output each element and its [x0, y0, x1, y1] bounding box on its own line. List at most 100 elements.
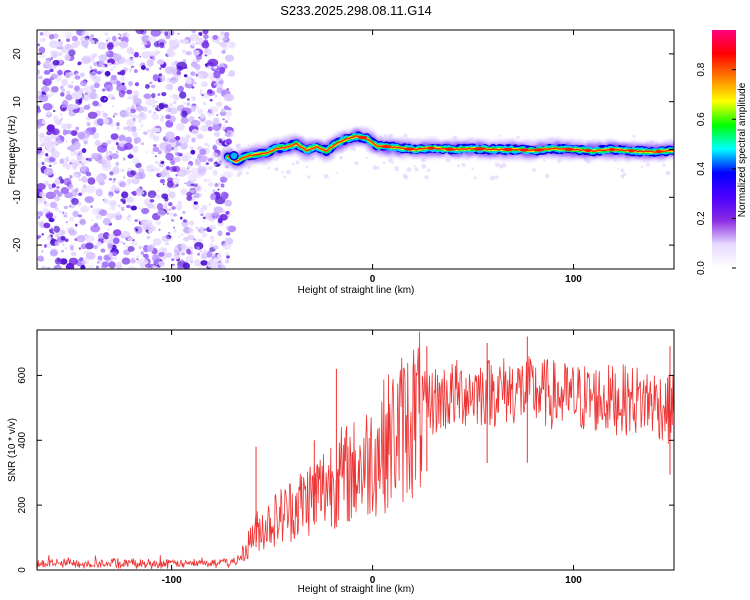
noise-blob — [168, 39, 176, 47]
noise-blob — [159, 42, 165, 46]
ridge-hotspot — [404, 147, 414, 151]
noise-blob — [53, 189, 60, 195]
ridge-hotspot — [564, 147, 574, 151]
noise-blob — [39, 53, 46, 59]
noise-blob — [123, 142, 134, 150]
noise-blob — [41, 233, 44, 236]
noise-blob — [177, 235, 181, 238]
noise-blob — [161, 235, 170, 242]
noise-dot — [632, 134, 636, 138]
noise-blob — [226, 95, 233, 101]
noise-blob — [208, 224, 217, 230]
noise-blob — [191, 128, 199, 135]
noise-blob — [102, 88, 106, 92]
noise-blob — [197, 252, 201, 256]
noise-dot — [622, 172, 627, 177]
ridge-hotspot — [358, 135, 368, 140]
noise-blob — [60, 229, 66, 235]
noise-blob — [203, 178, 208, 182]
noise-blob — [175, 182, 178, 185]
noise-blob — [155, 172, 158, 175]
noise-blob — [176, 61, 188, 70]
noise-dot — [545, 174, 550, 179]
noise-blob — [151, 113, 160, 120]
noise-blob — [197, 238, 204, 243]
noise-dot — [236, 143, 241, 148]
noise-blob — [129, 94, 136, 101]
x-tick-label: 100 — [565, 575, 582, 586]
noise-blob — [211, 239, 215, 243]
noise-blob — [137, 113, 147, 121]
noise-blob — [95, 188, 103, 197]
noise-blob — [59, 112, 63, 116]
noise-blob — [67, 127, 70, 130]
noise-blob — [120, 76, 125, 82]
noise-blob — [210, 212, 220, 220]
noise-dot — [236, 173, 241, 178]
noise-blob — [60, 85, 64, 90]
noise-blob — [103, 239, 108, 243]
noise-blob — [199, 249, 203, 253]
noise-dot — [291, 162, 295, 166]
noise-blob — [132, 130, 138, 138]
noise-blob — [41, 86, 50, 93]
noise-blob — [203, 34, 209, 40]
noise-blob — [43, 141, 52, 149]
noise-blob — [218, 66, 226, 74]
noise-blob — [37, 75, 44, 80]
noise-blob — [180, 259, 184, 262]
y-tick-label: 20 — [12, 48, 23, 60]
noise-blob — [201, 81, 208, 87]
noise-blob — [130, 51, 135, 56]
noise-dot — [494, 162, 500, 168]
noise-blob — [191, 30, 196, 34]
noise-blob — [41, 161, 45, 166]
noise-blob — [228, 107, 232, 111]
noise-blob — [52, 109, 56, 112]
noise-dot — [295, 160, 300, 165]
noise-blob — [181, 252, 185, 256]
noise-blob — [212, 70, 221, 79]
spectrogram-plot-area — [37, 30, 674, 269]
noise-blob — [199, 112, 205, 120]
colorbar-tick-label: 0.0 — [696, 261, 707, 275]
ridge-hotspot — [519, 148, 529, 152]
noise-blob — [180, 233, 184, 236]
noise-blob — [198, 226, 205, 234]
noise-blob — [98, 159, 102, 164]
noise-blob — [75, 98, 83, 106]
noise-blob — [85, 171, 92, 177]
noise-blob — [86, 121, 91, 127]
noise-blob — [202, 30, 209, 35]
noise-blob — [195, 133, 205, 140]
noise-blob — [109, 207, 112, 210]
noise-blob — [162, 183, 165, 186]
snr-plot-area — [37, 331, 674, 570]
noise-blob — [60, 258, 68, 265]
noise-blob — [115, 150, 119, 154]
noise-blob — [131, 223, 134, 226]
noise-blob — [189, 259, 194, 264]
noise-blob — [80, 264, 86, 269]
noise-blob — [134, 82, 140, 87]
noise-blob — [61, 78, 68, 86]
noise-blob — [111, 213, 117, 219]
noise-dot — [353, 148, 356, 151]
noise-blob — [58, 51, 63, 56]
noise-blob — [60, 187, 69, 194]
noise-blob — [219, 139, 223, 144]
noise-dot — [388, 157, 394, 163]
noise-blob — [147, 37, 151, 41]
noise-blob — [219, 214, 228, 221]
noise-blob — [72, 210, 79, 218]
noise-blob — [195, 226, 199, 230]
noise-dot — [445, 157, 451, 163]
x-tick-label: -100 — [162, 575, 182, 586]
noise-blob — [203, 248, 206, 252]
noise-dot — [414, 167, 419, 172]
noise-blob — [208, 178, 211, 182]
noise-blob — [92, 55, 96, 58]
noise-blob — [65, 140, 68, 143]
noise-blob — [171, 206, 176, 210]
noise-blob — [72, 103, 80, 109]
